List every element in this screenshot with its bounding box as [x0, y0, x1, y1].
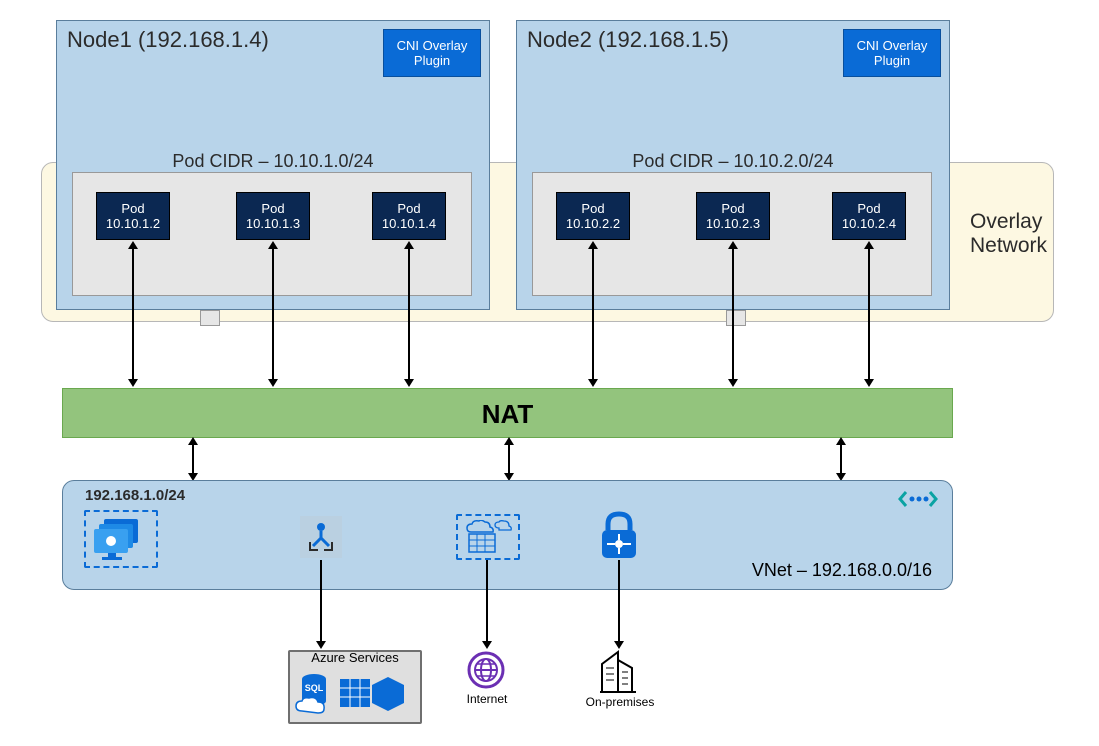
pod-box: Pod10.10.1.2 [96, 192, 170, 240]
arrow-pod-nat [732, 248, 734, 380]
arrow-to-internet [486, 560, 488, 642]
node1-title: Node1 (192.168.1.4) [67, 27, 269, 53]
arrow-pod-nat [592, 248, 594, 380]
arrow-to-azure-services [320, 560, 322, 642]
vnet-label: VNet – 192.168.0.0/16 [752, 560, 932, 581]
load-balancer-icon [300, 516, 342, 558]
pod-box: Pod10.10.1.4 [372, 192, 446, 240]
arrow-nat-vnet [508, 444, 510, 474]
arrow-nat-vnet [192, 444, 194, 474]
pod-box: Pod10.10.2.2 [556, 192, 630, 240]
azure-services-label: Azure Services [290, 650, 420, 665]
arrow-nat-vnet [840, 444, 842, 474]
pod-box: Pod10.10.1.3 [236, 192, 310, 240]
arrow-to-onprem [618, 560, 620, 642]
svg-text:SQL: SQL [305, 683, 324, 693]
onprem-label: On-premises [580, 695, 660, 709]
pod-box: Pod10.10.2.4 [832, 192, 906, 240]
vmss-icon [84, 510, 158, 568]
arrow-pod-nat [132, 248, 134, 380]
pod-box: Pod10.10.2.3 [696, 192, 770, 240]
node2-handle [726, 310, 746, 326]
internet-label: Internet [452, 692, 522, 706]
overlay-network-label: Overlay Network [970, 210, 1060, 258]
arrow-pod-nat [272, 248, 274, 380]
cni-plugin-badge: CNI Overlay Plugin [383, 29, 481, 77]
node2-title: Node2 (192.168.1.5) [527, 27, 729, 53]
arrow-pod-nat [868, 248, 870, 380]
node1-handle [200, 310, 220, 326]
storage-icon [456, 514, 520, 560]
arrow-pod-nat [408, 248, 410, 380]
cni-plugin-badge: CNI Overlay Plugin [843, 29, 941, 77]
node2-pod-cidr: Pod CIDR – 10.10.2.0/24 [517, 151, 949, 172]
azure-services-box: Azure Services SQL [288, 650, 422, 724]
nat-box: NAT [62, 388, 953, 438]
internet-icon [466, 650, 506, 690]
node1-pod-cidr: Pod CIDR – 10.10.1.0/24 [57, 151, 489, 172]
subnet-label: 192.168.1.0/24 [85, 487, 185, 504]
private-link-icon [596, 510, 642, 560]
onprem-icon [598, 648, 638, 694]
vnet-peering-icon [896, 486, 940, 512]
